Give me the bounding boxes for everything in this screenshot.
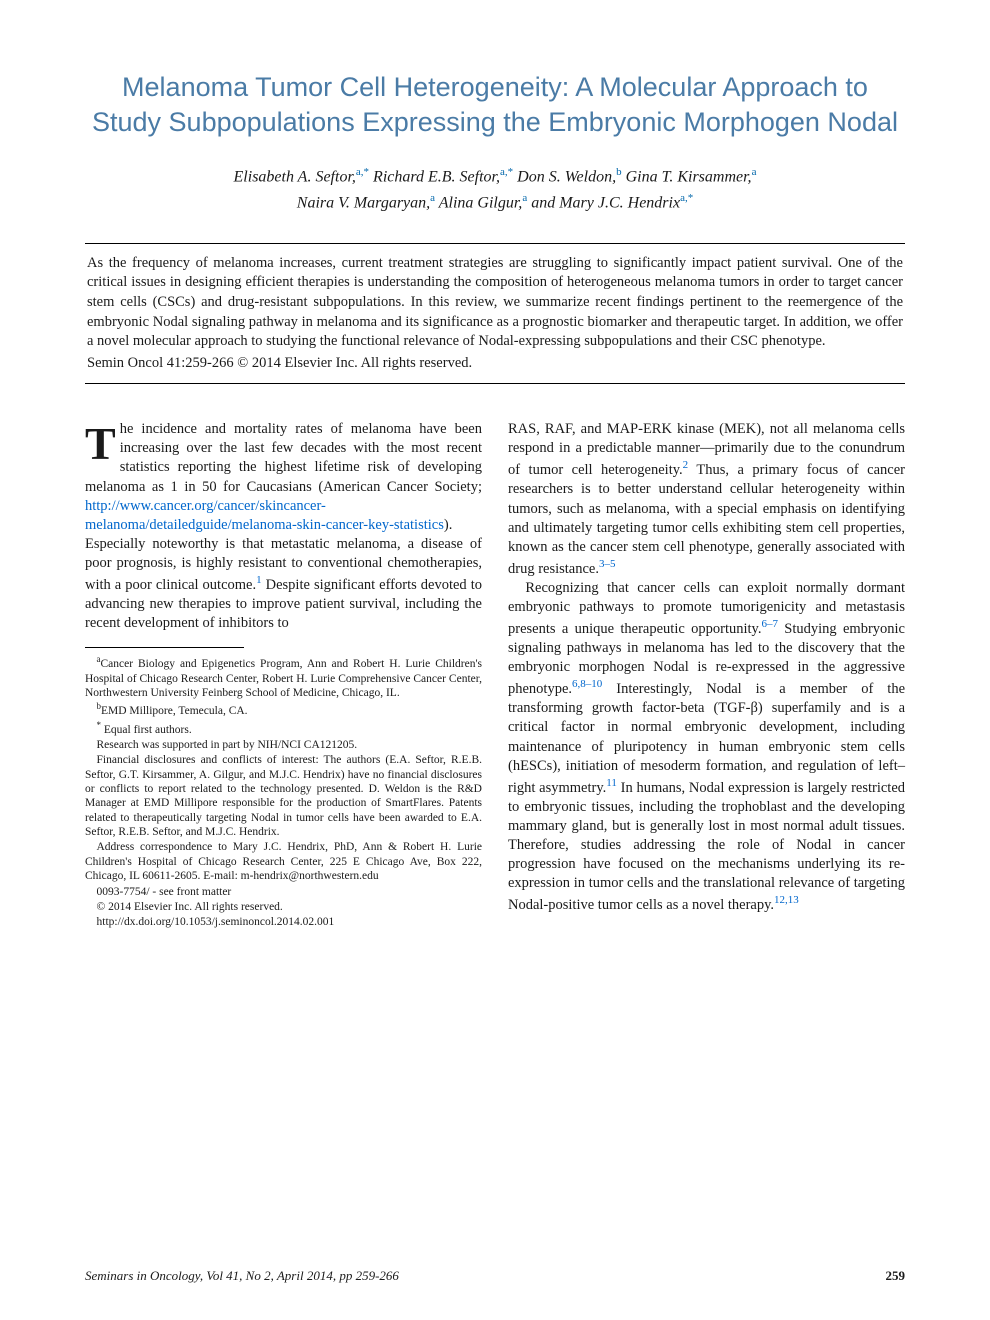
author: Gina T. Kirsammer, (622, 169, 752, 186)
rule (85, 243, 905, 244)
abstract: As the frequency of melanoma increases, … (85, 254, 905, 373)
citation-ref[interactable]: 11 (606, 777, 617, 789)
abstract-copyright: Semin Oncol 41:259-266 © 2014 Elsevier I… (87, 354, 903, 374)
author: Don S. Weldon, (513, 169, 616, 186)
footnote-correspondence: Address correspondence to Mary J.C. Hend… (85, 840, 482, 883)
body-columns: The incidence and mortality rates of mel… (85, 420, 905, 929)
author: Elisabeth A. Seftor, (234, 169, 356, 186)
article-title: Melanoma Tumor Cell Heterogeneity: A Mol… (85, 70, 905, 140)
affiliation-mark: a,* (500, 166, 513, 178)
affiliation-mark: a,* (680, 192, 693, 204)
author: and Mary J.C. Hendrix (527, 194, 680, 211)
abstract-text: As the frequency of melanoma increases, … (87, 255, 903, 349)
rule (85, 383, 905, 384)
footnote-equal: * Equal first authors. (85, 720, 482, 737)
page-footer: Seminars in Oncology, Vol 41, No 2, Apri… (85, 1268, 905, 1284)
author: Naira V. Margaryan, (297, 194, 430, 211)
author-list: Elisabeth A. Seftor,a,* Richard E.B. Sef… (85, 164, 905, 215)
author: Richard E.B. Seftor, (369, 169, 500, 186)
rule (85, 647, 244, 648)
body-paragraph: The incidence and mortality rates of mel… (85, 420, 482, 633)
external-link[interactable]: http://www.cancer.org/cancer/skincancer-… (85, 498, 444, 533)
page-number: 259 (886, 1268, 906, 1284)
body-paragraph: Recognizing that cancer cells can exploi… (508, 579, 905, 915)
footnote-affiliation: aCancer Biology and Epigenetics Program,… (85, 654, 482, 700)
author: Alina Gilgur, (435, 194, 522, 211)
citation-ref[interactable]: 12,13 (774, 894, 799, 906)
citation-ref[interactable]: 6,8–10 (572, 678, 602, 690)
body-paragraph: RAS, RAF, and MAP-ERK kinase (MEK), not … (508, 420, 905, 579)
affiliation-mark: a,* (356, 166, 369, 178)
footnote-coi: Financial disclosures and conflicts of i… (85, 753, 482, 839)
footnote-funding: Research was supported in part by NIH/NC… (85, 738, 482, 752)
footnote-affiliation: bEMD Millipore, Temecula, CA. (85, 701, 482, 718)
footnote-rights: © 2014 Elsevier Inc. All rights reserved… (85, 900, 482, 914)
footer-citation: Seminars in Oncology, Vol 41, No 2, Apri… (85, 1268, 399, 1284)
citation-ref[interactable]: 3–5 (599, 558, 616, 570)
citation-ref[interactable]: 6–7 (761, 618, 778, 630)
footnotes: aCancer Biology and Epigenetics Program,… (85, 654, 482, 929)
affiliation-mark: a (752, 166, 757, 178)
footnote-doi: http://dx.doi.org/10.1053/j.seminoncol.2… (85, 915, 482, 929)
footnote-issn: 0093-7754/ - see front matter (85, 885, 482, 899)
